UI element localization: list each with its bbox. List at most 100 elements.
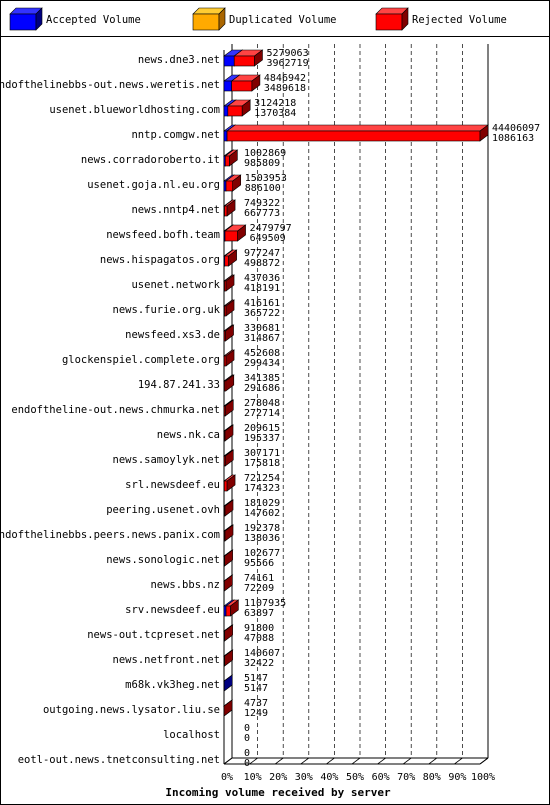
bars	[223, 49, 489, 717]
legend-label: Rejected Volume	[412, 14, 507, 26]
server-label: 194.87.241.33	[138, 379, 220, 391]
bar-side	[224, 424, 234, 442]
bar-side	[224, 649, 233, 667]
value-total: 5147	[244, 673, 268, 684]
tick-label: 10%	[244, 772, 262, 783]
bar-face	[224, 205, 228, 217]
tick-mark	[402, 757, 412, 765]
value-total: 209615	[244, 423, 280, 434]
server-label: news.hispagatos.org	[100, 254, 220, 266]
value-second: 886100	[245, 183, 281, 194]
value-second: 3962719	[266, 58, 308, 69]
bar-side	[232, 174, 242, 192]
value-total: 91800	[244, 623, 274, 634]
server-label: news.nntp4.net	[131, 204, 220, 216]
tick-label: 50%	[346, 772, 364, 783]
tick-label: 0%	[221, 772, 233, 783]
value-total: 1002869	[244, 148, 286, 159]
server-label: usenet.network	[131, 279, 220, 291]
tick-label: 100%	[471, 772, 495, 783]
value-total: 452608	[244, 348, 280, 359]
tick-label: 40%	[320, 772, 338, 783]
bar-face	[231, 80, 253, 92]
bar-side	[224, 549, 233, 567]
value-total: 721254	[244, 473, 280, 484]
bar-face	[223, 480, 228, 492]
value-total: 749322	[244, 198, 280, 209]
value-total: 1107935	[244, 598, 286, 609]
value-total: 278048	[244, 398, 280, 409]
bar-side	[228, 249, 237, 267]
bar-top	[226, 124, 489, 132]
value-total: 0	[244, 748, 250, 759]
bar-face	[223, 105, 229, 117]
bar-side	[225, 274, 235, 292]
value-second: 985809	[244, 158, 280, 169]
value-total: 3124218	[254, 98, 296, 109]
server-label: news.furie.org.uk	[113, 304, 221, 316]
bar-side	[223, 674, 233, 692]
legend-swatch-side	[218, 7, 226, 31]
tick-mark	[249, 757, 258, 765]
legend-label: Accepted Volume	[46, 14, 141, 26]
tick-mark	[274, 757, 284, 765]
value-second: 174323	[244, 483, 280, 494]
bar-face	[223, 80, 232, 92]
value-total: 307171	[244, 448, 280, 459]
value-total: 102677	[244, 548, 280, 559]
value-second: 1249	[244, 708, 268, 719]
value-second: 418191	[244, 283, 280, 294]
server-label: news.netfront.net	[113, 654, 220, 666]
legend: Accepted Volume Duplicated Volume Rejected…	[9, 7, 507, 31]
value-total: 74161	[244, 573, 274, 584]
server-label: nntp.comgw.net	[131, 129, 220, 141]
value-second: 272714	[244, 408, 280, 419]
bar-face	[223, 180, 227, 192]
bar-face	[227, 105, 243, 117]
value-second: 299434	[244, 358, 280, 369]
value-total: 140607	[244, 648, 280, 659]
tick-label: 20%	[269, 772, 287, 783]
bar-side	[225, 374, 235, 392]
server-label: newsfeed.bofh.team	[106, 229, 220, 241]
server-label: endofthelinebbs-out.news.weretis.net	[0, 79, 220, 91]
bar-side	[229, 149, 238, 167]
bar-side	[254, 49, 263, 67]
tick-mark	[479, 757, 489, 765]
bar-face	[225, 180, 234, 192]
value-second: 5147	[244, 683, 268, 694]
value-second: 0	[244, 733, 250, 744]
server-label: news.samoylyk.net	[113, 454, 220, 466]
server-label: news.bbs.nz	[150, 579, 220, 591]
tick-mark	[300, 757, 310, 765]
value-total: 44406097	[492, 123, 540, 134]
value-total: 192378	[244, 523, 280, 534]
tick-label: 80%	[423, 772, 441, 783]
legend-swatch-side	[401, 7, 409, 31]
bar-face	[224, 255, 229, 267]
bar-face	[224, 155, 230, 167]
bar-face	[224, 230, 238, 242]
bar-side	[224, 449, 234, 467]
bar-side	[224, 399, 234, 417]
x-axis: 0% 10% 20% 30% 40% 50% 60% 70% 80% 90% 100%	[221, 757, 495, 783]
value-total: 416161	[244, 298, 280, 309]
value-second: 1086163	[492, 133, 534, 144]
value-total: 977247	[244, 248, 280, 259]
value-total: 1503953	[245, 173, 287, 184]
server-label: srl.newsdeef.eu	[125, 479, 220, 491]
server-label: glockenspiel.complete.org	[62, 354, 220, 366]
server-label: outgoing.news.lysator.liu.se	[43, 704, 220, 716]
server-label: m68k.vk3heg.net	[125, 679, 220, 691]
value-second: 47088	[244, 633, 274, 644]
bar-side	[226, 474, 236, 492]
tick-mark	[351, 757, 361, 765]
value-second: 314867	[244, 333, 280, 344]
value-total: 181029	[244, 498, 280, 509]
legend-swatch	[375, 13, 403, 31]
value-second: 63897	[244, 608, 274, 619]
value-total: 5279063	[266, 48, 308, 59]
tick-label: 60%	[372, 772, 390, 783]
value-second: 1370384	[254, 108, 296, 119]
